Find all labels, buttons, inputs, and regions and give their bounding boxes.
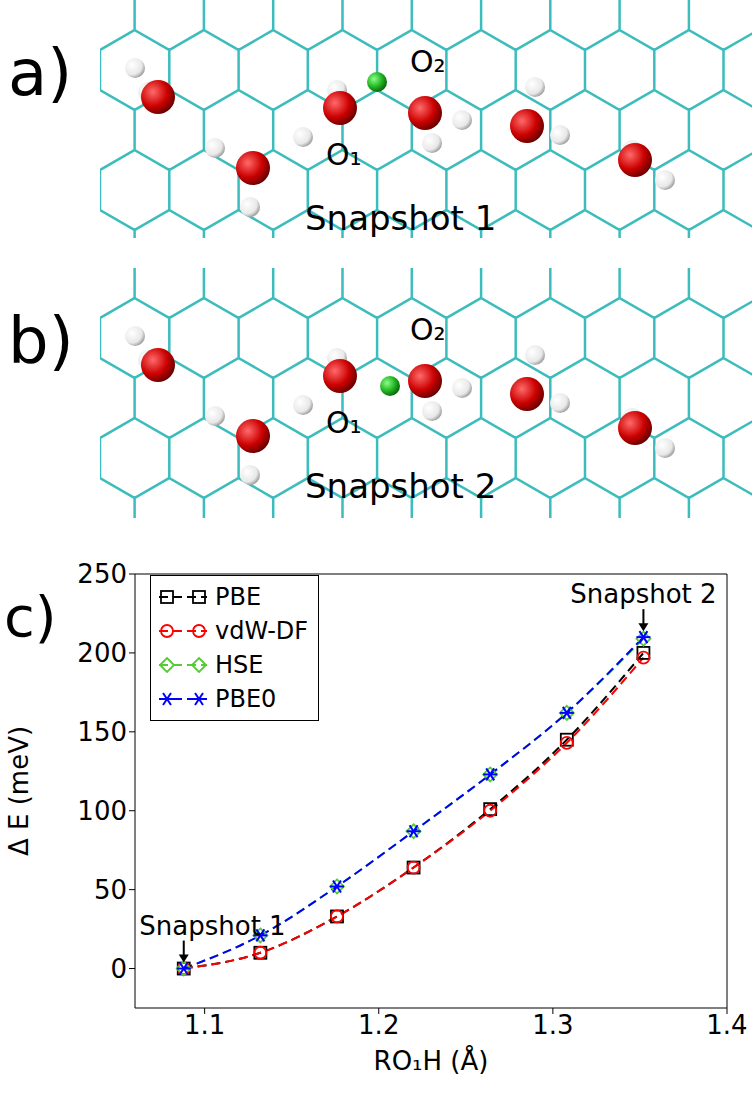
svg-text:O₁: O₁ bbox=[326, 405, 362, 440]
html-text:HSE: HSE bbox=[215, 651, 264, 679]
svg-text:RO₁H (Å): RO₁H (Å) bbox=[374, 1045, 489, 1076]
svg-text:150: 150 bbox=[77, 717, 127, 747]
svg-text:O₂: O₂ bbox=[410, 312, 446, 347]
svg-text:1.2: 1.2 bbox=[358, 1010, 399, 1040]
svg-text:Snapshot 2: Snapshot 2 bbox=[570, 579, 716, 609]
svg-text:b): b) bbox=[8, 304, 74, 378]
svg-text:Snapshot 1: Snapshot 1 bbox=[305, 198, 496, 238]
svg-text:Snapshot 1: Snapshot 1 bbox=[139, 911, 285, 941]
svg-text:O₁: O₁ bbox=[326, 137, 362, 172]
svg-text:1.1: 1.1 bbox=[184, 1010, 225, 1040]
html-text:c): c) bbox=[4, 584, 57, 649]
svg-text:250: 250 bbox=[77, 559, 127, 589]
html-text:vdW-DF: vdW-DF bbox=[215, 617, 309, 645]
svg-text:O₂: O₂ bbox=[410, 44, 446, 79]
html-text:PBE: PBE bbox=[215, 583, 262, 611]
svg-text:200: 200 bbox=[77, 638, 127, 668]
svg-text:0: 0 bbox=[110, 954, 127, 984]
svg-text:50: 50 bbox=[94, 875, 127, 905]
svg-text:1.4: 1.4 bbox=[706, 1010, 747, 1040]
svg-text:Snapshot 2: Snapshot 2 bbox=[305, 466, 496, 506]
svg-text:100: 100 bbox=[77, 796, 127, 826]
svg-text:a): a) bbox=[8, 36, 72, 110]
svg-text:1.3: 1.3 bbox=[532, 1010, 573, 1040]
html-text:PBE0: PBE0 bbox=[215, 685, 277, 713]
svg-text:Δ E (meV): Δ E (meV) bbox=[4, 726, 34, 856]
